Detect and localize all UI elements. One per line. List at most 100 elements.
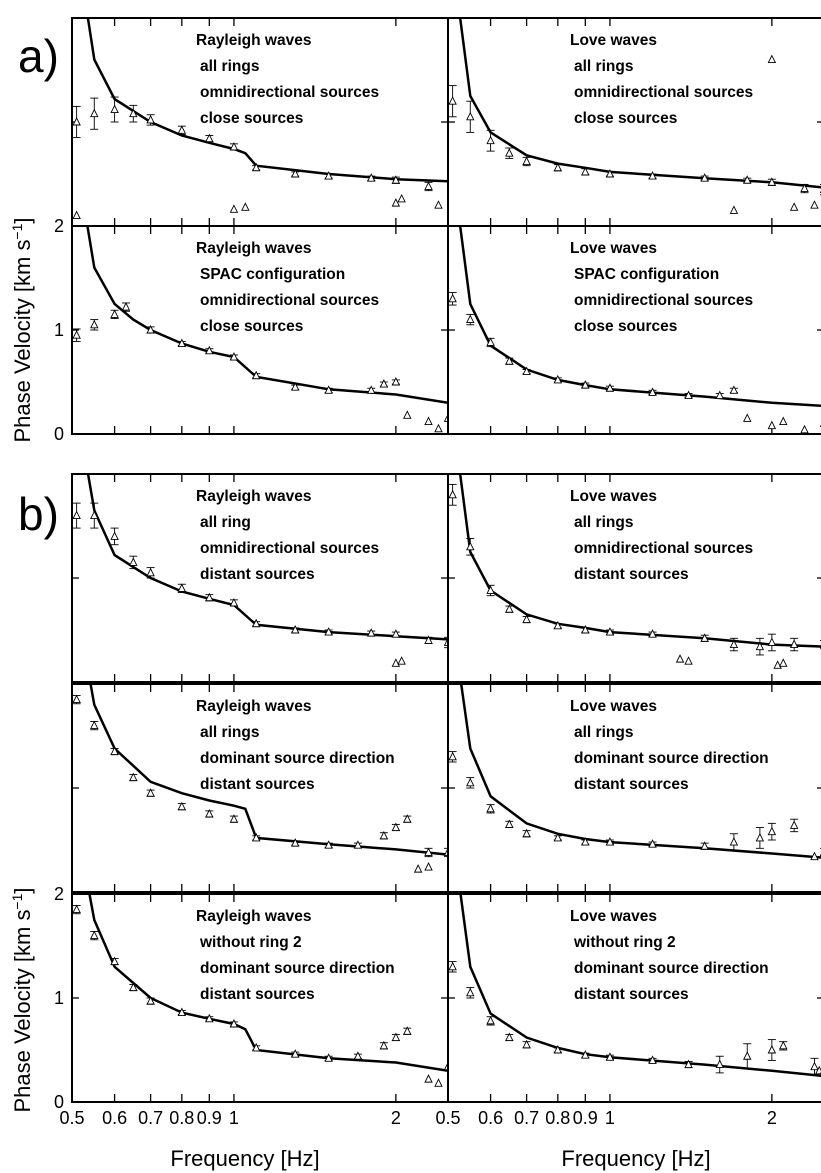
data-point	[324, 171, 333, 180]
panel-annotation: omnidirectional sources	[200, 540, 379, 557]
data-point	[391, 629, 401, 638]
x-tick-label: 0.6	[102, 1108, 127, 1128]
x-tick-label: 0.6	[478, 1108, 503, 1128]
panel-annotation: distant sources	[574, 566, 689, 583]
outlier-point	[72, 210, 81, 220]
panel-annotation: Love waves	[570, 908, 657, 925]
panel-annotation: all rings	[574, 724, 633, 741]
y-tick-label: 2	[54, 216, 64, 236]
y-tick-label: 1	[54, 988, 64, 1008]
panel-annotation: dominant source direction	[200, 750, 395, 767]
panel-annotation: omnidirectional sources	[200, 292, 379, 309]
model-curve	[86, 474, 448, 641]
data-point	[505, 819, 514, 828]
panel-annotation: dominant source direction	[574, 960, 769, 977]
outlier-point	[397, 193, 406, 203]
data-point	[324, 1053, 333, 1062]
panel-annotation: SPAC configuration	[200, 266, 345, 283]
outlier-point	[810, 851, 819, 861]
panel-annotation: close sources	[574, 110, 677, 127]
outlier-point	[810, 200, 819, 209]
x-tick-label: 0.9	[197, 1108, 222, 1128]
data-point	[505, 1032, 514, 1041]
data-point	[648, 629, 657, 638]
data-point	[90, 720, 99, 730]
outlier-point	[424, 1074, 433, 1083]
outlier-point	[403, 410, 412, 419]
data-point	[367, 628, 376, 637]
data-point	[553, 162, 563, 172]
data-point	[90, 319, 99, 329]
data-point	[700, 173, 709, 182]
data-point	[755, 832, 765, 842]
data-point	[553, 832, 563, 842]
data-point	[146, 114, 155, 124]
data-point	[229, 814, 239, 823]
data-point	[72, 116, 81, 126]
x-tick-label: 2	[391, 1108, 401, 1128]
data-point	[367, 385, 376, 394]
y-tick-label: 2	[54, 884, 64, 904]
data-point	[466, 314, 475, 324]
outlier-point	[815, 1065, 821, 1075]
data-point	[251, 162, 261, 172]
data-point	[110, 746, 119, 756]
data-point	[522, 366, 531, 376]
x-tick-label: 0.7	[138, 1108, 163, 1128]
data-point	[403, 1026, 412, 1035]
y-tick-label: 0	[54, 424, 64, 444]
panel-b-love-1: Love waves all rings omnidirectional sourc…	[447, 473, 821, 683]
data-point	[251, 1042, 261, 1052]
panel-annotation: all rings	[200, 58, 259, 75]
x-tick-label: 0.5	[59, 1108, 84, 1128]
panel-annotation: Rayleigh waves	[196, 32, 311, 49]
panel-plot-area	[448, 18, 821, 214]
outlier-point	[800, 424, 809, 434]
panel-annotation: Love waves	[570, 698, 657, 715]
data-point	[229, 1018, 239, 1028]
panel-annotation: close sources	[200, 110, 303, 127]
y-tick-label: 1	[54, 320, 64, 340]
panel-plot-area	[448, 474, 821, 669]
data-point	[251, 618, 261, 628]
ylabel-top: Phase Velocity [km s−1]	[9, 217, 35, 442]
outlier-point	[434, 1078, 443, 1087]
data-point	[205, 345, 214, 355]
data-point	[72, 330, 81, 339]
panel-plot-area	[72, 894, 448, 1087]
model-curve	[86, 226, 448, 405]
data-point	[291, 838, 300, 847]
data-point	[324, 840, 333, 849]
data-point	[367, 173, 376, 182]
data-point	[648, 839, 657, 848]
outlier-point	[397, 656, 406, 665]
data-point	[379, 1040, 389, 1050]
data-point	[810, 1061, 819, 1071]
data-point	[466, 541, 475, 551]
data-point	[486, 135, 495, 145]
panel-annotation: all rings	[200, 724, 259, 741]
data-point	[146, 567, 155, 577]
panel-a-love-top: Love waves all rings omnidirectional sourc…	[447, 17, 821, 227]
data-point	[522, 1039, 531, 1049]
panel-plot-area	[448, 894, 821, 1077]
panel-annotation: Rayleigh waves	[196, 240, 311, 257]
data-point	[505, 148, 514, 157]
data-point	[110, 531, 119, 540]
data-point	[177, 583, 187, 592]
panel-annotation: SPAC configuration	[574, 266, 719, 283]
x-tick-label: 1	[229, 1108, 239, 1128]
data-point	[755, 641, 765, 651]
data-point	[177, 801, 187, 811]
data-point	[486, 337, 495, 346]
data-point	[72, 904, 81, 914]
panel-plot-area	[72, 18, 448, 220]
data-point	[72, 694, 81, 704]
data-point	[505, 356, 514, 365]
x-tick-label: 0.8	[545, 1108, 570, 1128]
y-tick-label: 0	[54, 1092, 64, 1112]
data-point	[581, 837, 590, 846]
outlier-point	[434, 200, 443, 209]
data-point	[391, 822, 401, 831]
outlier-point	[391, 658, 401, 667]
